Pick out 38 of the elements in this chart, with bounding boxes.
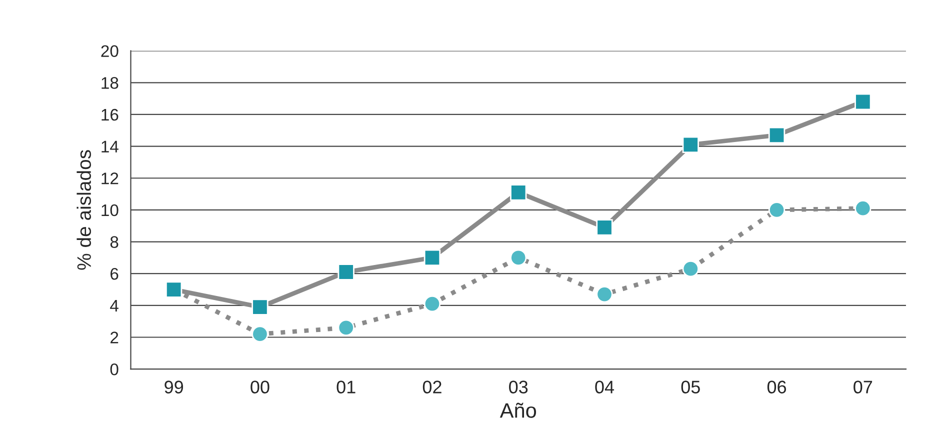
- point: [682, 260, 699, 278]
- x-tick-label: 04: [595, 380, 614, 394]
- y-tick-label: 10: [102, 204, 118, 216]
- point: [854, 93, 872, 110]
- x-axis-title: Año: [500, 402, 536, 418]
- point: [682, 136, 699, 154]
- y-tick-label: 0: [110, 363, 118, 376]
- y-tick-label: 2: [110, 332, 118, 344]
- x-tick-label: 03: [509, 380, 528, 394]
- y-tick-label: 4: [110, 300, 118, 312]
- point: [424, 295, 441, 312]
- y-tick-label: 8: [110, 236, 118, 248]
- point: [768, 202, 786, 218]
- x-tick-label: 01: [336, 380, 356, 394]
- y-tick-label: 12: [102, 172, 118, 184]
- point: [252, 326, 268, 342]
- x-tick-label: 05: [681, 380, 700, 394]
- y-tick-label: 18: [102, 77, 118, 89]
- point: [596, 219, 613, 236]
- x-tick-label: 00: [250, 380, 270, 394]
- y-tick-label: 20: [101, 45, 118, 58]
- y-tick-label: 6: [110, 268, 118, 280]
- point: [338, 319, 354, 336]
- point: [596, 286, 613, 303]
- y-tick-label: 14: [102, 140, 118, 152]
- point: [510, 249, 527, 266]
- y-tick-label: 16: [102, 108, 118, 121]
- x-tick-label: 07: [854, 380, 872, 394]
- point: [424, 249, 441, 266]
- point: [854, 200, 872, 217]
- y-axis-title: % de aislados: [76, 150, 92, 270]
- point: [510, 184, 527, 201]
- x-tick-label: 06: [767, 380, 786, 394]
- x-tick-label: 02: [422, 380, 442, 394]
- x-tick-label: 99: [164, 380, 184, 394]
- point: [768, 126, 786, 144]
- point: [338, 264, 354, 280]
- point: [252, 298, 268, 316]
